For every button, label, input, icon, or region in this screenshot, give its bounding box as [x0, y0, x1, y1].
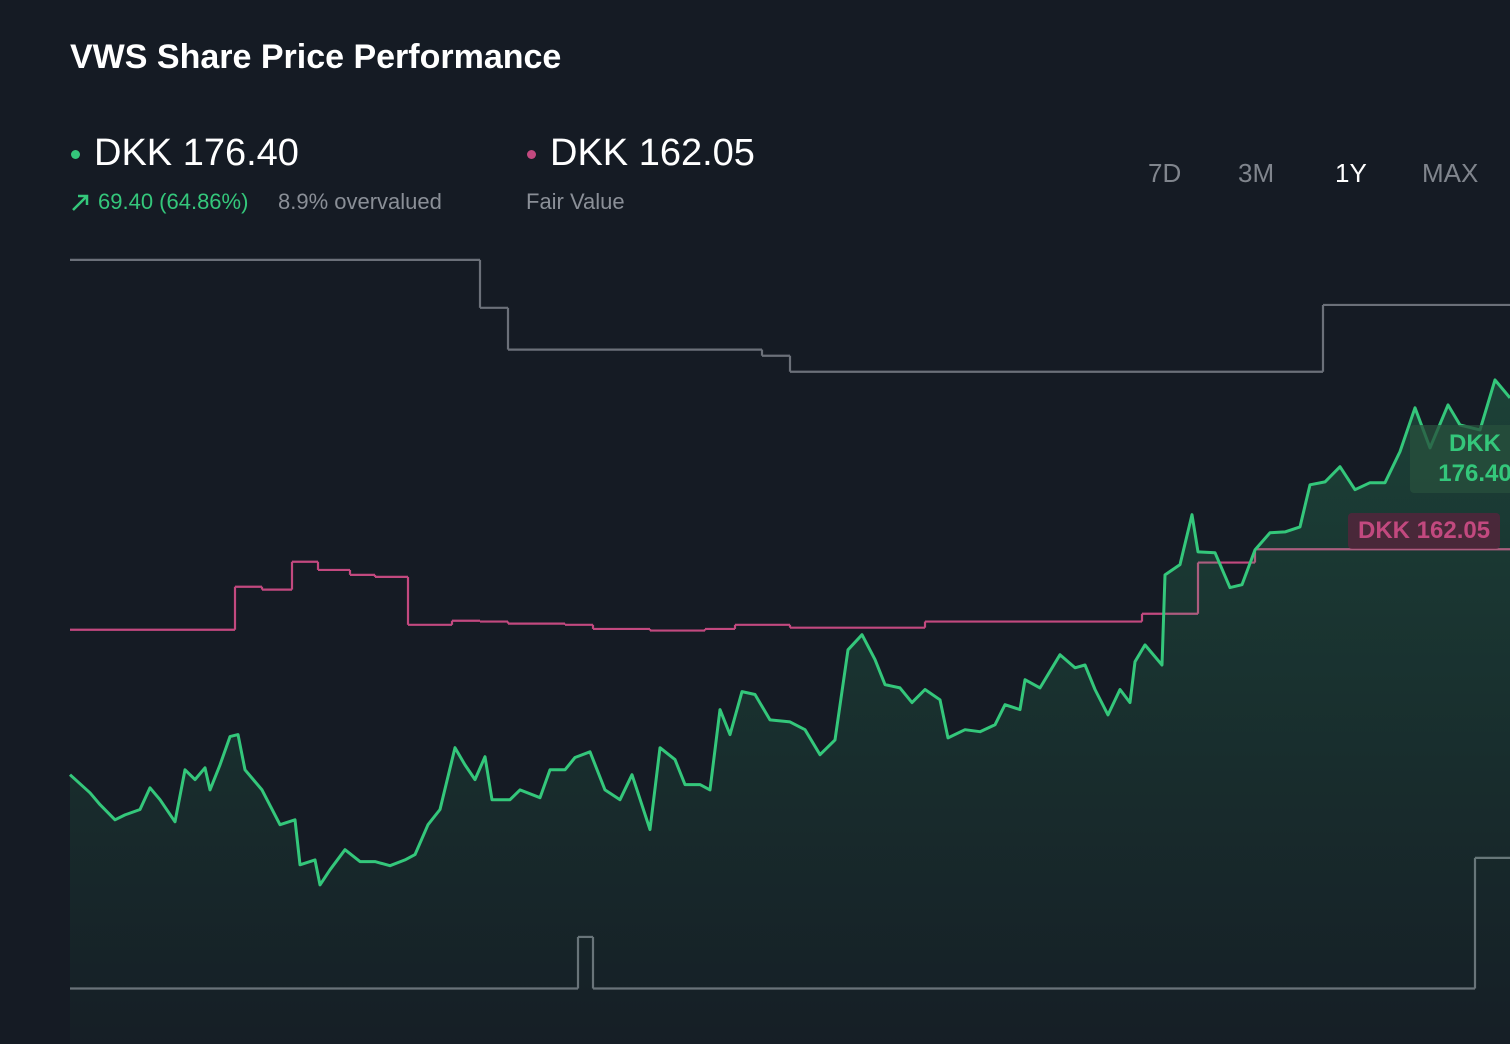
price: DKK 176.40 — [94, 132, 299, 174]
fair-value-tag: DKK 162.05 — [1348, 513, 1501, 550]
range-button[interactable]: MAX — [1422, 158, 1479, 188]
price-line — [68, 378, 1510, 887]
range-button[interactable]: 7D — [1148, 158, 1182, 188]
fair-value: DKK 162.05 — [550, 132, 755, 174]
fair-value-dot — [527, 150, 536, 159]
valuation: 8.9% overvalued — [278, 189, 442, 214]
price-change: 69.40 (64.86%) — [98, 189, 249, 214]
range-button[interactable]: 1Y — [1335, 158, 1367, 188]
price-dot — [71, 150, 80, 159]
fair-value-caption: Fair Value — [526, 189, 625, 214]
up-arrow — [72, 194, 89, 211]
price-area — [70, 379, 1510, 1044]
title: VWS Share Price Performance — [70, 38, 562, 76]
range-button[interactable]: 3M — [1238, 158, 1275, 188]
price-tag: DKK 176.40 — [1410, 425, 1510, 493]
